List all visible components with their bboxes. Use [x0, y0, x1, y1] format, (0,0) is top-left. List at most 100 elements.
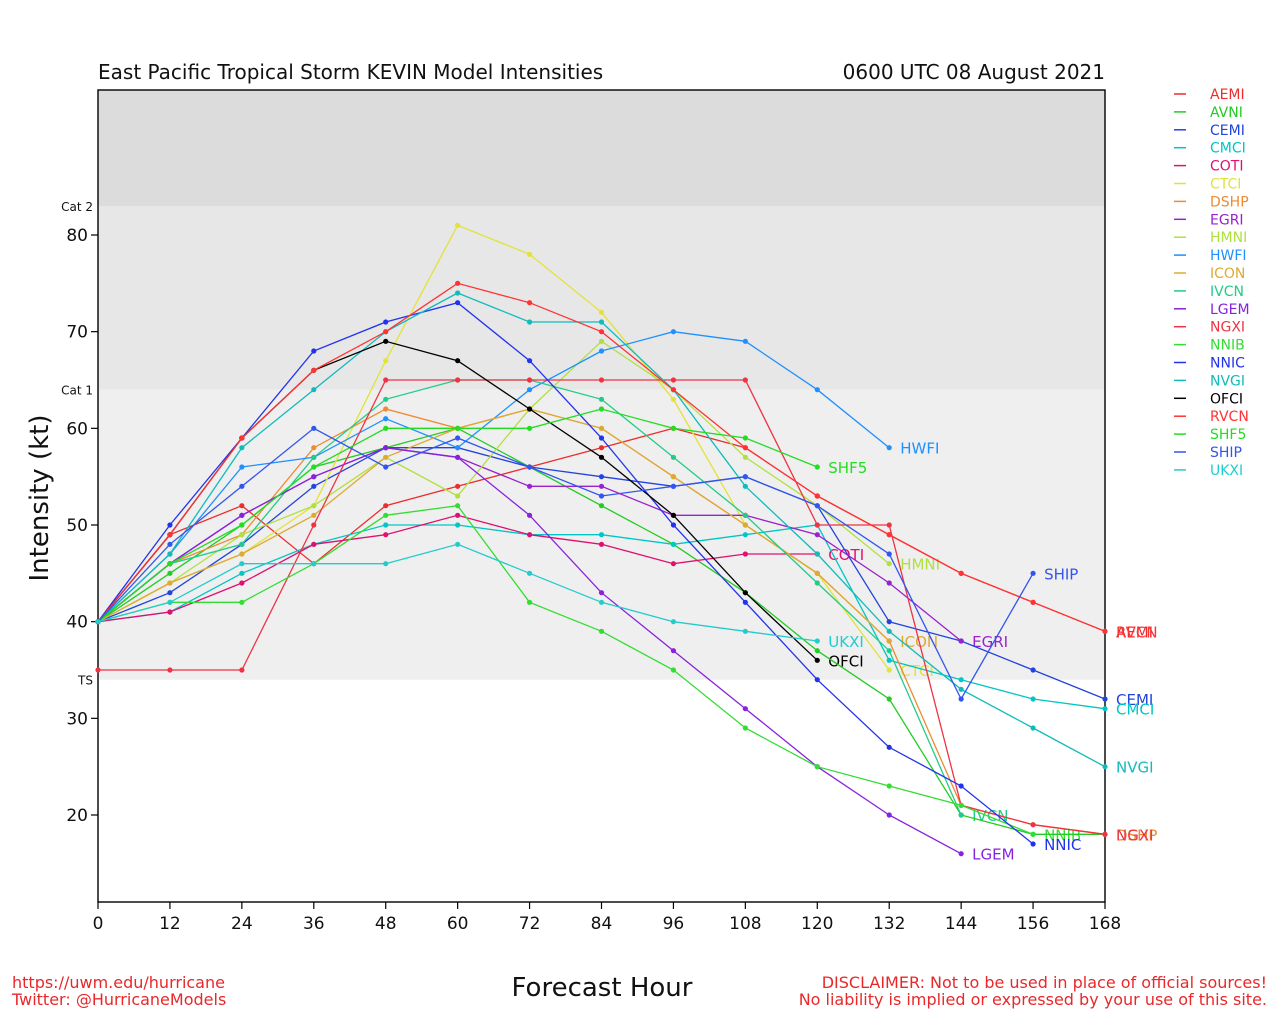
- data-point: [383, 406, 389, 412]
- x-tick-label: 48: [375, 914, 397, 934]
- data-point: [814, 551, 820, 557]
- data-point: [239, 599, 245, 605]
- data-point: [383, 358, 389, 364]
- legend-label: EGRI: [1210, 212, 1244, 228]
- data-point: [167, 551, 173, 557]
- data-point: [311, 348, 317, 354]
- data-point: [742, 590, 748, 596]
- data-point: [742, 435, 748, 441]
- series-end-label: CMCI: [1116, 701, 1154, 719]
- data-point: [670, 648, 677, 654]
- data-point: [598, 319, 605, 325]
- legend-item-egri: EGRI: [1174, 212, 1244, 228]
- data-point: [814, 580, 820, 586]
- data-point: [958, 812, 964, 818]
- data-point: [598, 425, 605, 431]
- x-tick-label: 36: [303, 914, 325, 934]
- data-point: [958, 802, 964, 808]
- data-point: [455, 300, 461, 306]
- data-point: [1030, 725, 1036, 731]
- data-point: [455, 493, 461, 499]
- series-nnic: [95, 300, 1036, 847]
- data-point: [383, 319, 389, 325]
- footer-url: https://uwm.edu/hurricane: [12, 973, 225, 992]
- data-point: [670, 329, 677, 335]
- series-end-labels: AEMICEMICMCICOTICTCIDSHPEGRIHMNIHWFIICON…: [828, 440, 1157, 864]
- data-point: [598, 599, 605, 605]
- data-point: [742, 725, 748, 731]
- series-ukxi: [95, 541, 820, 644]
- data-point: [1030, 570, 1036, 576]
- band-label: TS: [77, 674, 93, 688]
- data-point: [383, 396, 389, 402]
- data-point: [814, 570, 820, 576]
- data-point: [383, 329, 389, 335]
- legend-label: HMNI: [1210, 230, 1247, 246]
- data-point: [742, 532, 748, 538]
- legend-label: COTI: [1210, 159, 1243, 175]
- data-point: [239, 551, 245, 557]
- data-point: [239, 445, 245, 451]
- data-point: [455, 454, 461, 460]
- data-point: [383, 454, 389, 460]
- legend-item-ivcn: IVCN: [1174, 284, 1244, 300]
- data-point: [886, 783, 892, 789]
- data-point: [886, 561, 892, 567]
- data-point: [383, 445, 389, 451]
- data-point: [598, 445, 605, 451]
- y-tick-label: 70: [66, 323, 88, 343]
- data-point: [670, 483, 677, 489]
- y-tick-label: 40: [66, 613, 88, 633]
- data-point: [239, 561, 245, 567]
- data-point: [670, 522, 677, 528]
- legend-label: OFCI: [1210, 391, 1243, 407]
- data-point: [598, 541, 605, 547]
- data-point: [455, 522, 461, 528]
- data-point: [526, 425, 533, 431]
- data-point: [886, 619, 892, 625]
- data-point: [455, 541, 461, 547]
- series-end-label: NNIB: [1044, 826, 1081, 844]
- legend-item-dshp: DSHP: [1174, 194, 1249, 210]
- legend-item-hmni: HMNI: [1174, 230, 1247, 246]
- data-point: [886, 628, 892, 634]
- data-point: [742, 338, 748, 344]
- legend-item-nvgi: NVGI: [1174, 373, 1245, 389]
- legend-label: RVCN: [1210, 409, 1249, 425]
- legend-label: CMCI: [1210, 141, 1246, 157]
- data-point: [311, 503, 317, 509]
- legend-label: CTCI: [1210, 177, 1241, 193]
- data-point: [1102, 831, 1108, 837]
- data-point: [886, 638, 892, 644]
- series-end-label: EGRI: [972, 633, 1008, 651]
- y-tick-label: 50: [66, 516, 88, 536]
- data-point: [814, 493, 820, 499]
- legend-label: SHF5: [1210, 427, 1246, 443]
- data-point: [886, 696, 892, 702]
- data-point: [383, 512, 389, 518]
- data-point: [526, 532, 533, 538]
- data-point: [167, 580, 173, 586]
- data-point: [814, 532, 820, 538]
- data-point: [455, 377, 461, 383]
- legend-item-nnic: NNIC: [1174, 356, 1245, 372]
- chart-title: East Pacific Tropical Storm KEVIN Model …: [98, 60, 603, 84]
- x-tick-label: 60: [447, 914, 469, 934]
- series-end-label: UKXI: [828, 633, 864, 651]
- data-point: [455, 503, 461, 509]
- legend-label: AVNI: [1210, 105, 1243, 121]
- data-point: [167, 590, 173, 596]
- data-point: [598, 503, 605, 509]
- band-cat-1: [98, 206, 1105, 390]
- data-point: [526, 387, 533, 393]
- legend-item-icon: ICON: [1174, 266, 1245, 282]
- data-point: [814, 764, 820, 770]
- legend-label: ICON: [1210, 266, 1245, 282]
- data-point: [958, 851, 964, 857]
- data-point: [526, 406, 533, 412]
- series-end-label: RVCN: [1116, 623, 1158, 641]
- data-point: [742, 377, 748, 383]
- x-tick-label: 72: [519, 914, 541, 934]
- x-tick-label: 168: [1089, 914, 1121, 934]
